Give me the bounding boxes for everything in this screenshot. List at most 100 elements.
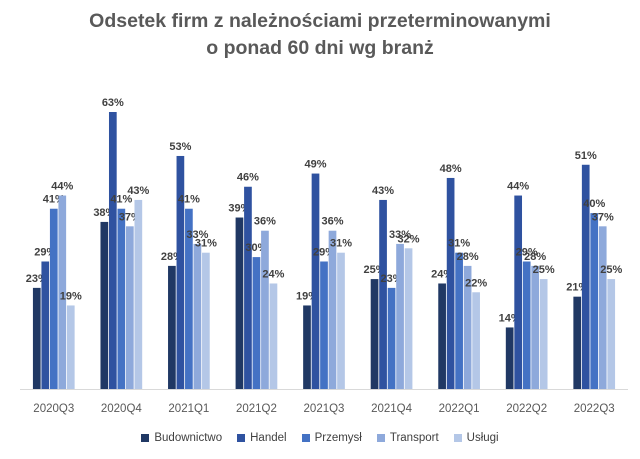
chart-title: Odsetek firm z należnościami przetermino… xyxy=(0,8,640,62)
legend-item-usługi: Usługi xyxy=(453,432,499,444)
bar-budownictwo-2021q4 xyxy=(370,279,379,389)
bar-przemysł-2022q3 xyxy=(590,213,599,389)
bar-usługi-2022q1 xyxy=(472,292,480,389)
bar-transport-2020q4 xyxy=(125,226,134,389)
bar-przemysł-2021q1 xyxy=(185,208,193,389)
data-label: 43% xyxy=(372,185,394,197)
chart-title-line-2: o ponad 60 dni wg branż xyxy=(206,37,434,59)
data-label: 25% xyxy=(533,264,555,276)
legend-label: Przemysł xyxy=(314,432,362,444)
data-label: 40% xyxy=(583,198,605,210)
data-label: 25% xyxy=(600,264,622,276)
legend-item-przemysł: Przemysł xyxy=(301,432,362,444)
x-tick-label: 2021Q2 xyxy=(236,403,277,415)
data-label: 43% xyxy=(127,185,149,197)
x-tick-label: 2022Q2 xyxy=(506,403,547,415)
legend-swatch xyxy=(141,434,150,442)
bar-usługi-2022q3 xyxy=(607,279,616,389)
data-label: 33% xyxy=(389,229,411,241)
data-label: 36% xyxy=(321,216,343,228)
bar-transport-2021q2 xyxy=(261,230,269,389)
bar-budownictwo-2021q2 xyxy=(235,217,244,389)
legend-item-transport: Transport xyxy=(376,432,439,444)
data-label: 36% xyxy=(254,216,276,228)
bar-budownictwo-2020q3 xyxy=(32,287,41,389)
x-tick-label: 2020Q4 xyxy=(101,403,143,415)
bar-transport-2022q3 xyxy=(598,226,607,389)
bar-przemysł-2020q4 xyxy=(117,208,126,389)
data-label: 51% xyxy=(575,150,597,162)
bar-handel-2021q4 xyxy=(379,199,387,389)
bar-przemysł-2021q3 xyxy=(320,261,328,389)
data-label: 44% xyxy=(51,181,73,193)
data-label: 28% xyxy=(457,251,479,263)
bar-przemysł-2021q4 xyxy=(387,287,396,389)
bar-handel-2020q3 xyxy=(41,261,50,389)
x-tick-label: 2021Q3 xyxy=(304,403,345,415)
data-label: 53% xyxy=(169,141,191,153)
data-label: 41% xyxy=(110,194,132,206)
x-tick-label: 2021Q4 xyxy=(371,403,413,415)
legend-swatch xyxy=(301,434,310,442)
data-label: 19% xyxy=(60,290,82,302)
bar-handel-2020q4 xyxy=(108,112,117,389)
bar-budownictwo-2020q4 xyxy=(100,221,109,389)
data-label: 63% xyxy=(102,97,124,109)
legend-label: Budownictwo xyxy=(154,432,223,444)
data-label: 41% xyxy=(178,194,200,206)
bar-budownictwo-2022q2 xyxy=(505,327,514,389)
bar-budownictwo-2022q1 xyxy=(438,283,446,389)
bar-handel-2022q2 xyxy=(514,195,523,389)
legend-label: Handel xyxy=(250,432,287,444)
data-label: 28% xyxy=(524,251,546,263)
bar-usługi-2022q2 xyxy=(539,279,548,389)
bar-transport-2020q3 xyxy=(58,195,67,389)
bar-handel-2021q1 xyxy=(176,155,185,389)
legend-label: Transport xyxy=(389,432,439,444)
bar-usługi-2020q4 xyxy=(134,199,143,389)
bar-handel-2021q3 xyxy=(311,173,320,389)
x-tick-label: 2022Q3 xyxy=(574,403,615,415)
data-label: 48% xyxy=(440,163,462,175)
data-label: 46% xyxy=(237,172,259,184)
data-label: 31% xyxy=(195,238,217,250)
data-label: 29% xyxy=(516,246,538,258)
bar-usługi-2021q2 xyxy=(269,283,278,389)
data-label: 32% xyxy=(398,233,420,245)
legend-label: Usługi xyxy=(466,432,499,444)
bar-transport-2021q4 xyxy=(396,243,404,389)
bar-handel-2022q1 xyxy=(446,177,455,389)
bar-usługi-2021q4 xyxy=(404,248,413,389)
bar-transport-2021q1 xyxy=(193,243,202,389)
bar-budownictwo-2021q3 xyxy=(303,305,311,389)
bar-usługi-2021q1 xyxy=(202,252,210,389)
data-label: 22% xyxy=(465,277,487,289)
data-label: 37% xyxy=(592,211,614,223)
bar-transport-2022q2 xyxy=(531,265,540,389)
x-tick-label: 2022Q1 xyxy=(439,403,480,415)
data-label: 24% xyxy=(262,268,284,280)
legend-swatch xyxy=(237,434,246,442)
data-label: 44% xyxy=(507,181,529,193)
x-tick-label: 2020Q3 xyxy=(33,403,74,415)
x-tick-label: 2021Q1 xyxy=(168,403,209,415)
legend-swatch xyxy=(376,434,385,442)
bar-przemysł-2022q1 xyxy=(455,252,463,389)
bar-transport-2022q1 xyxy=(463,265,472,389)
legend-item-budownictwo: Budownictwo xyxy=(141,432,222,444)
legend-swatch xyxy=(453,434,462,442)
bar-przemysł-2020q3 xyxy=(49,208,58,389)
data-label: 31% xyxy=(330,238,352,250)
bar-handel-2022q3 xyxy=(581,164,590,389)
chart-title-line-1: Odsetek firm z należnościami przetermino… xyxy=(89,10,551,32)
legend-item-handel: Handel xyxy=(237,432,287,444)
bar-transport-2021q3 xyxy=(328,230,337,389)
bar-przemysł-2022q2 xyxy=(522,261,531,389)
data-label: 49% xyxy=(304,159,326,171)
data-label: 33% xyxy=(186,229,208,241)
bar-usługi-2020q3 xyxy=(66,305,75,389)
bar-handel-2021q2 xyxy=(244,186,252,389)
bar-usługi-2021q3 xyxy=(337,252,345,389)
data-label: 31% xyxy=(448,238,470,250)
